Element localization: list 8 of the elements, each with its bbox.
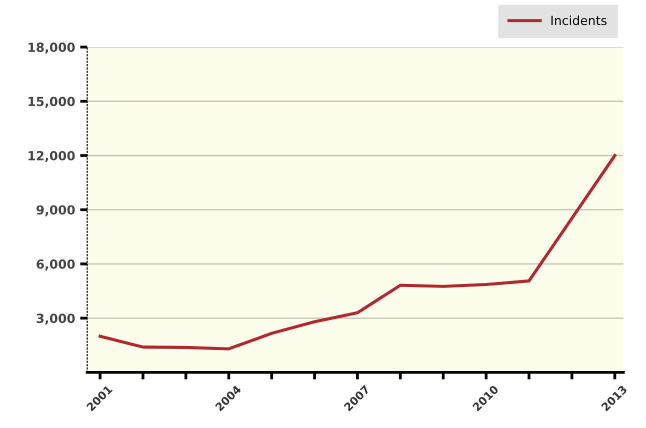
y-tick-label: 6,000 (36, 259, 75, 270)
y-tick-label: 12,000 (28, 150, 75, 162)
legend-label: Incidents (551, 15, 607, 26)
y-tick-label: 9,000 (36, 205, 75, 216)
y-tick-label: 3,000 (36, 314, 75, 325)
y-tick-label: 15,000 (28, 96, 75, 108)
y-tick-label: 18,000 (28, 42, 75, 54)
line-series (98, 154, 616, 350)
